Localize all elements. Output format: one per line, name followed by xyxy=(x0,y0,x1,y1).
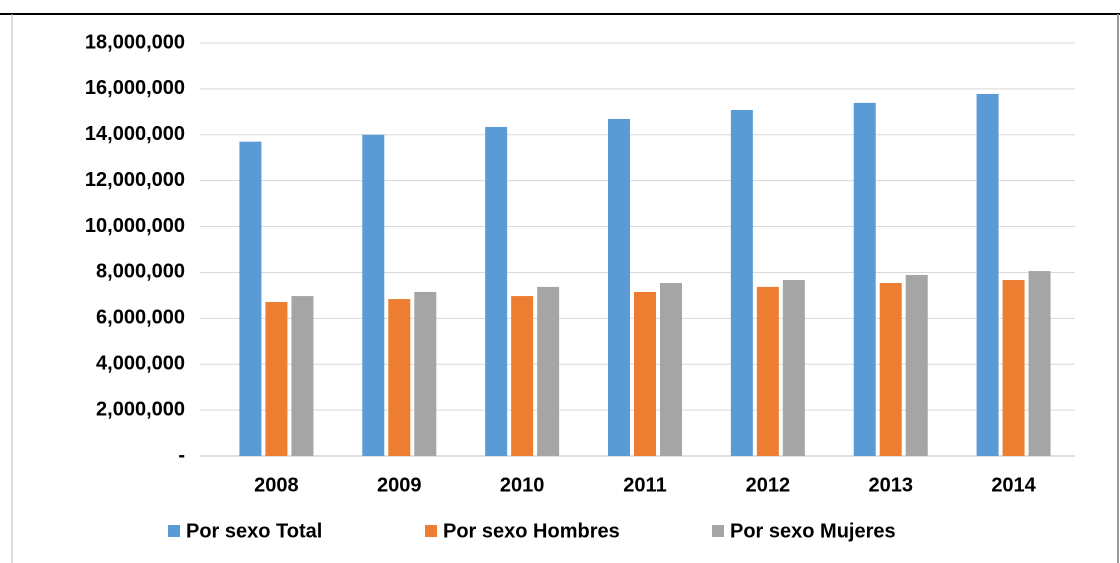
y-tick-label: 6,000,000 xyxy=(96,307,185,329)
legend-swatch xyxy=(168,525,180,537)
x-tick-label: 2008 xyxy=(254,474,299,496)
bar xyxy=(511,296,534,456)
bar xyxy=(414,291,437,456)
x-tick-label: 2012 xyxy=(746,474,791,496)
bar xyxy=(537,286,560,456)
bar xyxy=(388,299,411,456)
x-tick-label: 2013 xyxy=(868,474,913,496)
bar xyxy=(239,141,262,456)
bar xyxy=(905,274,928,456)
legend-label: Por sexo Total xyxy=(186,520,322,542)
bar xyxy=(1002,280,1025,456)
legend-label: Por sexo Hombres xyxy=(443,520,620,542)
bar xyxy=(608,118,630,457)
bar xyxy=(291,296,314,456)
legend-swatch xyxy=(712,525,724,537)
bar xyxy=(660,282,682,456)
y-tick-label: - xyxy=(178,444,185,466)
y-tick-label: 10,000,000 xyxy=(85,215,185,237)
bar xyxy=(853,102,876,456)
x-tick-label: 2010 xyxy=(500,474,545,496)
y-tick-label: 14,000,000 xyxy=(85,123,185,145)
y-tick-label: 16,000,000 xyxy=(85,77,185,99)
y-tick-label: 12,000,000 xyxy=(85,169,185,191)
bar xyxy=(485,126,508,456)
y-tick-label: 8,000,000 xyxy=(96,261,185,283)
legend-label: Por sexo Mujeres xyxy=(730,520,896,542)
x-tick-label: 2009 xyxy=(377,474,422,496)
bar xyxy=(756,286,779,456)
bar xyxy=(634,291,656,456)
bar xyxy=(362,134,385,456)
bar xyxy=(782,280,805,456)
y-tick-label: 2,000,000 xyxy=(96,398,185,420)
bar xyxy=(730,109,753,457)
x-tick-label: 2011 xyxy=(623,474,666,496)
bar xyxy=(879,282,902,456)
legend-swatch xyxy=(425,525,437,537)
bar xyxy=(265,302,288,456)
bar xyxy=(976,93,999,456)
y-tick-label: 4,000,000 xyxy=(96,353,185,375)
bar xyxy=(1028,271,1051,456)
y-tick-label: 18,000,000 xyxy=(85,31,185,53)
x-tick-label: 2014 xyxy=(991,474,1036,496)
